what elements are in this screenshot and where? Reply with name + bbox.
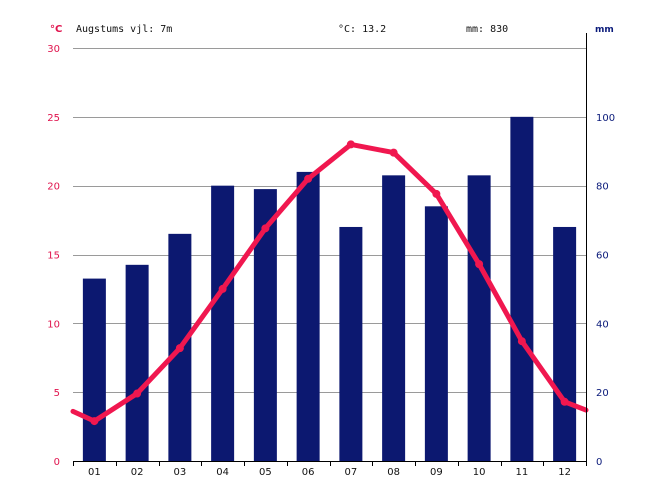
temperature-point-03 [175, 344, 184, 353]
x-tick-label: 04 [216, 467, 229, 478]
precipitation-bar-02 [125, 264, 149, 461]
temperature-point-10 [475, 260, 484, 269]
temperature-point-05 [261, 224, 270, 233]
left-axis-tick-label: 30 [47, 44, 60, 55]
x-tick-label: 02 [131, 467, 144, 478]
temperature-point-12 [560, 397, 569, 406]
right-axis-tick-label: 100 [596, 113, 615, 124]
axis-labels: 01 02 03 04 05 06 07 08 09 10 11 120510152025300204… [47, 44, 615, 478]
x-tick-label: 01 [88, 467, 101, 478]
precipitation-bar-09 [424, 206, 448, 461]
right-axis-tick-label: 40 [596, 319, 609, 330]
temperature-point-06 [304, 174, 313, 183]
temperature-point-08 [389, 148, 398, 157]
precipitation-bar-04 [211, 185, 235, 461]
x-tick-label: 12 [558, 467, 571, 478]
x-tick-label: 10 [473, 467, 486, 478]
left-axis-tick-label: 15 [47, 251, 60, 262]
left-axis-tick-label: 20 [47, 182, 60, 193]
precipitation-bar-10 [467, 175, 491, 461]
temperature-point-09 [432, 189, 441, 198]
temperature-point-02 [133, 389, 142, 398]
header-average-temperature: °C: 13.2 [338, 24, 386, 35]
left-axis-tick-label: 0 [54, 457, 60, 468]
precipitation-bar-06 [296, 171, 320, 461]
right-axis-tick-label: 80 [596, 182, 609, 193]
x-tick-label: 08 [387, 467, 400, 478]
left-axis-unit: °C [50, 24, 62, 35]
precipitation-bar-01 [82, 278, 106, 461]
header-total-precipitation: mm: 830 [466, 24, 508, 35]
x-tick-label: 03 [174, 467, 187, 478]
x-tick-label: 09 [430, 467, 443, 478]
precipitation-bar-07 [339, 226, 363, 461]
grid-lines [73, 48, 586, 393]
temperature-point-01 [90, 417, 99, 426]
temperature-curve [70, 141, 589, 424]
left-axis-tick-label: 5 [54, 388, 60, 399]
x-tick-label: 05 [259, 467, 272, 478]
right-axis-tick-label: 0 [596, 457, 602, 468]
precipitation-bars [82, 116, 577, 461]
header-location: Augstums vjl: 7m [76, 24, 172, 35]
x-tick-label: 11 [516, 467, 529, 478]
precipitation-bar-12 [553, 226, 577, 461]
left-axis-tick-label: 10 [47, 319, 60, 330]
temperature-line [70, 140, 589, 426]
temperature-point-04 [218, 284, 227, 293]
precipitation-bar-05 [253, 189, 277, 461]
temperature-point-07 [346, 140, 355, 149]
temperature-point-11 [517, 337, 526, 346]
right-axis-unit: mm [595, 25, 614, 35]
left-axis-tick-label: 25 [47, 113, 60, 124]
precipitation-bar-11 [510, 116, 534, 461]
right-axis-tick-label: 20 [596, 388, 609, 399]
x-tick-label: 07 [345, 467, 358, 478]
precipitation-bar-08 [382, 175, 406, 461]
x-tick-label: 06 [302, 467, 315, 478]
axes [73, 33, 587, 466]
right-axis-tick-label: 60 [596, 251, 609, 262]
